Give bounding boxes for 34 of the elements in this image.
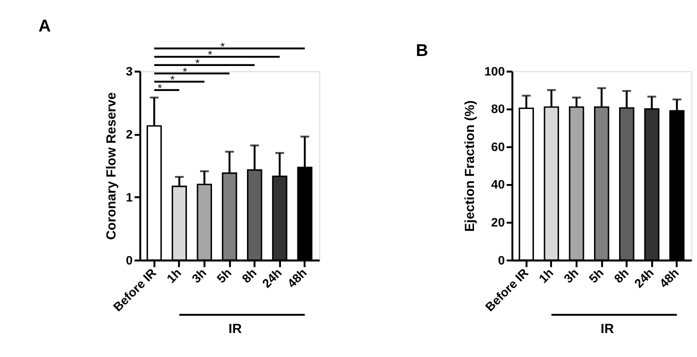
text: IR	[600, 320, 614, 336]
y-tick-label: 0	[498, 253, 505, 268]
x-tick-label: 48h	[284, 266, 310, 291]
text: *	[195, 58, 200, 70]
x-tick-label: 1h	[164, 266, 184, 286]
y-tick-label: 3	[126, 64, 133, 78]
x-tick-label: 5h	[586, 266, 606, 286]
text: IR	[228, 320, 242, 336]
y-tick-label: 2	[126, 127, 133, 142]
x-tick-label: 5h	[214, 266, 234, 286]
y-tick-label: 100	[484, 64, 505, 78]
text: *	[208, 50, 213, 62]
text: *	[220, 41, 226, 54]
x-tick-label: 8h	[239, 266, 260, 286]
x-tick-label: 24h	[260, 266, 284, 291]
y-tick-label: 80	[491, 102, 505, 116]
x-tick-label: 3h	[561, 266, 582, 286]
y-axis-title: Coronary Flow Reserve	[103, 92, 118, 240]
x-tick-label: 48h	[656, 266, 682, 291]
x-tick-label: 3h	[189, 266, 210, 286]
y-tick-label: 0	[126, 253, 133, 268]
annotation: *	[182, 66, 188, 78]
annotation: *	[158, 82, 163, 95]
y-tick-label: 20	[491, 216, 505, 230]
chart-title: A	[38, 16, 51, 36]
annotation: *	[170, 74, 176, 87]
y-tick-label: 60	[491, 140, 505, 154]
y-tick-label: 1	[126, 190, 133, 204]
x-tick-label: 1h	[536, 266, 556, 286]
x-tick-label: 8h	[611, 266, 632, 286]
x-tick-label: 24h	[632, 266, 657, 291]
y-axis-title: Ejection Fraction (%)	[462, 100, 477, 232]
chart-title: B	[416, 41, 428, 60]
y-tick-label: 40	[491, 178, 505, 192]
